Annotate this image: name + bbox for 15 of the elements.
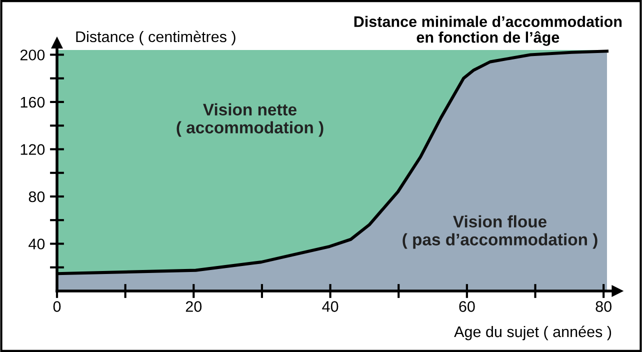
y-tick-label: 160 [20, 96, 45, 108]
y-tick-label: 200 [20, 50, 45, 60]
annotation: Vision nette ( accommodation ) [176, 103, 324, 137]
y-tick-label: 40 [28, 238, 45, 250]
annotation: Vision floue ( pas d’accommodation ) [402, 215, 598, 249]
x-tick-label: 0 [53, 301, 61, 312]
chart-title: Distance minimale d’accommodation en fonction de l’âge [354, 16, 622, 46]
x-tick-label: 20 [186, 301, 202, 312]
y-tick-label: 80 [28, 191, 45, 202]
x-tick-label: 60 [459, 301, 475, 312]
y-axis-title: Distance ( centimètres ) [76, 30, 236, 46]
x-tick-label: 40 [322, 301, 338, 312]
x-tick-label: 80 [596, 301, 612, 312]
y-tick-label: 120 [20, 144, 45, 155]
x-axis-title: Age du sujet ( années ) [454, 326, 612, 340]
